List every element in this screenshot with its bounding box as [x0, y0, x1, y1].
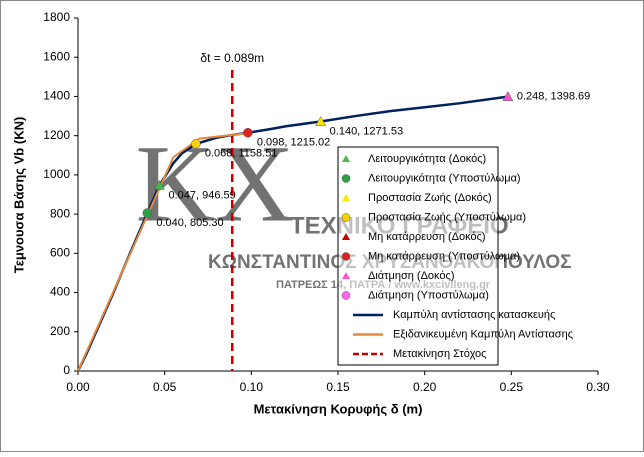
y-tick-label: 1000 — [43, 167, 70, 181]
y-tick-label: 800 — [50, 206, 70, 220]
legend-label: Καμπύλη αντίστασης κατασκευής — [393, 309, 555, 321]
legend-marker — [341, 213, 351, 222]
point-marker — [243, 127, 253, 138]
legend-label: Διάτμηση (Υποστύλωμα) — [368, 289, 489, 301]
legend-label: Διάτμηση (Δοκός) — [368, 270, 455, 282]
point-marker — [142, 208, 153, 218]
legend-label: Μη κατάρρευση (Δοκός) — [368, 231, 486, 243]
y-axis-title: Τεμνουσα Βάσης Vb (KN) — [11, 117, 26, 274]
legend-marker — [341, 291, 351, 300]
legend-marker — [342, 194, 350, 201]
x-tick-label: 0.00 — [66, 380, 90, 394]
x-tick-label: 0.10 — [240, 380, 264, 394]
point-label: 0.047, 946.59 — [168, 189, 235, 201]
y-tick-label: 600 — [50, 246, 70, 260]
point-label: 0.068, 1158.51 — [205, 148, 278, 160]
x-tick-label: 0.20 — [413, 380, 437, 394]
point-label: 0.040, 805.30 — [156, 217, 223, 229]
legend-label: Λειτουργικότητα (Δοκός) — [368, 153, 486, 165]
point-marker — [191, 139, 201, 149]
point-marker — [502, 91, 514, 101]
legend-box — [337, 146, 499, 366]
y-tick-label: 1200 — [43, 128, 70, 142]
point-label: 0.098, 1215.02 — [257, 137, 330, 149]
legend-label: Προστασία Ζωής (Δοκός) — [368, 192, 492, 204]
x-tick-label: 0.30 — [586, 380, 610, 394]
legend-marker — [341, 252, 351, 261]
legend-label: Λειτουργικότητα (Υποστύλωμα) — [368, 172, 521, 184]
legend-label: Μη κατάρρευση (Υποστύλωμα) — [368, 250, 520, 262]
legend-label: Εξιδανικευμένη Καμπύλη Αντίστασης — [393, 328, 573, 340]
target-label: δt = 0.089m — [200, 51, 264, 65]
x-tick-label: 0.25 — [500, 380, 524, 394]
x-tick-label: 0.15 — [326, 380, 350, 394]
x-axis-title: Μετακίνηση Κορυφής δ (m) — [254, 401, 423, 416]
legend-marker — [342, 155, 350, 162]
point-marker — [154, 179, 165, 190]
legend-marker — [341, 174, 351, 183]
y-tick-label: 400 — [50, 285, 70, 299]
curve — [77, 131, 252, 372]
point-label: 0.248, 1398.69 — [517, 91, 590, 103]
y-tick-label: 200 — [50, 324, 70, 338]
y-tick-label: 1600 — [43, 49, 70, 63]
legend: Λειτουργικότητα (Δοκός) Λειτουργικότητα (… — [337, 146, 573, 366]
legend-marker — [342, 233, 350, 240]
legend-label: Προστασία Ζωής (Υποστύλωμα) — [368, 211, 526, 223]
y-tick-label: 1400 — [43, 89, 70, 103]
point-marker — [315, 116, 327, 126]
point-label: 0.140, 1271.53 — [330, 126, 403, 138]
x-tick-label: 0.05 — [153, 380, 177, 394]
legend-label: Μετακίνηση Στόχος — [393, 348, 486, 360]
y-tick-label: 1800 — [43, 10, 70, 24]
y-tick-label: 0 — [63, 363, 70, 377]
legend-marker — [342, 272, 350, 279]
